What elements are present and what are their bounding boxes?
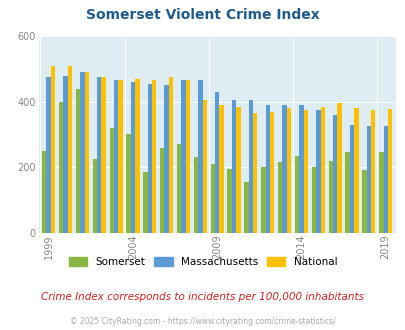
Bar: [168, 77, 173, 233]
Bar: [298, 105, 303, 233]
Bar: [311, 167, 315, 233]
Bar: [345, 152, 349, 233]
Bar: [210, 164, 215, 233]
Bar: [47, 77, 51, 233]
Bar: [328, 161, 332, 233]
Bar: [387, 109, 391, 233]
Bar: [76, 89, 80, 233]
Bar: [97, 77, 101, 233]
Bar: [143, 172, 147, 233]
Bar: [160, 148, 164, 233]
Bar: [294, 156, 298, 233]
Bar: [370, 110, 375, 233]
Text: Somerset Violent Crime Index: Somerset Violent Crime Index: [86, 8, 319, 22]
Bar: [277, 162, 282, 233]
Bar: [101, 77, 106, 233]
Bar: [282, 105, 286, 233]
Bar: [185, 81, 190, 233]
Bar: [252, 113, 257, 233]
Bar: [42, 151, 47, 233]
Bar: [269, 112, 274, 233]
Bar: [59, 102, 63, 233]
Bar: [118, 81, 122, 233]
Bar: [181, 81, 185, 233]
Bar: [92, 159, 97, 233]
Bar: [198, 81, 202, 233]
Bar: [51, 66, 55, 233]
Bar: [164, 85, 168, 233]
Bar: [147, 84, 151, 233]
Bar: [177, 144, 181, 233]
Bar: [337, 103, 341, 233]
Bar: [202, 100, 207, 233]
Bar: [84, 72, 89, 233]
Bar: [63, 76, 68, 233]
Bar: [114, 81, 118, 233]
Bar: [80, 72, 84, 233]
Bar: [366, 126, 370, 233]
Bar: [109, 128, 114, 233]
Bar: [135, 79, 139, 233]
Bar: [231, 100, 236, 233]
Legend: Somerset, Massachusetts, National: Somerset, Massachusetts, National: [68, 257, 337, 267]
Bar: [286, 108, 290, 233]
Bar: [151, 81, 156, 233]
Bar: [383, 126, 387, 233]
Bar: [248, 100, 252, 233]
Bar: [332, 115, 337, 233]
Bar: [303, 110, 307, 233]
Bar: [68, 66, 72, 233]
Bar: [378, 152, 383, 233]
Bar: [244, 182, 248, 233]
Bar: [349, 125, 353, 233]
Bar: [260, 167, 265, 233]
Bar: [353, 108, 358, 233]
Bar: [315, 110, 320, 233]
Text: Crime Index corresponds to incidents per 100,000 inhabitants: Crime Index corresponds to incidents per…: [41, 292, 364, 302]
Bar: [236, 107, 240, 233]
Bar: [193, 157, 198, 233]
Text: © 2025 CityRating.com - https://www.cityrating.com/crime-statistics/: © 2025 CityRating.com - https://www.city…: [70, 317, 335, 326]
Bar: [215, 92, 219, 233]
Bar: [227, 169, 231, 233]
Bar: [126, 135, 130, 233]
Bar: [219, 105, 223, 233]
Bar: [130, 82, 135, 233]
Bar: [265, 105, 269, 233]
Bar: [320, 107, 324, 233]
Bar: [361, 171, 366, 233]
